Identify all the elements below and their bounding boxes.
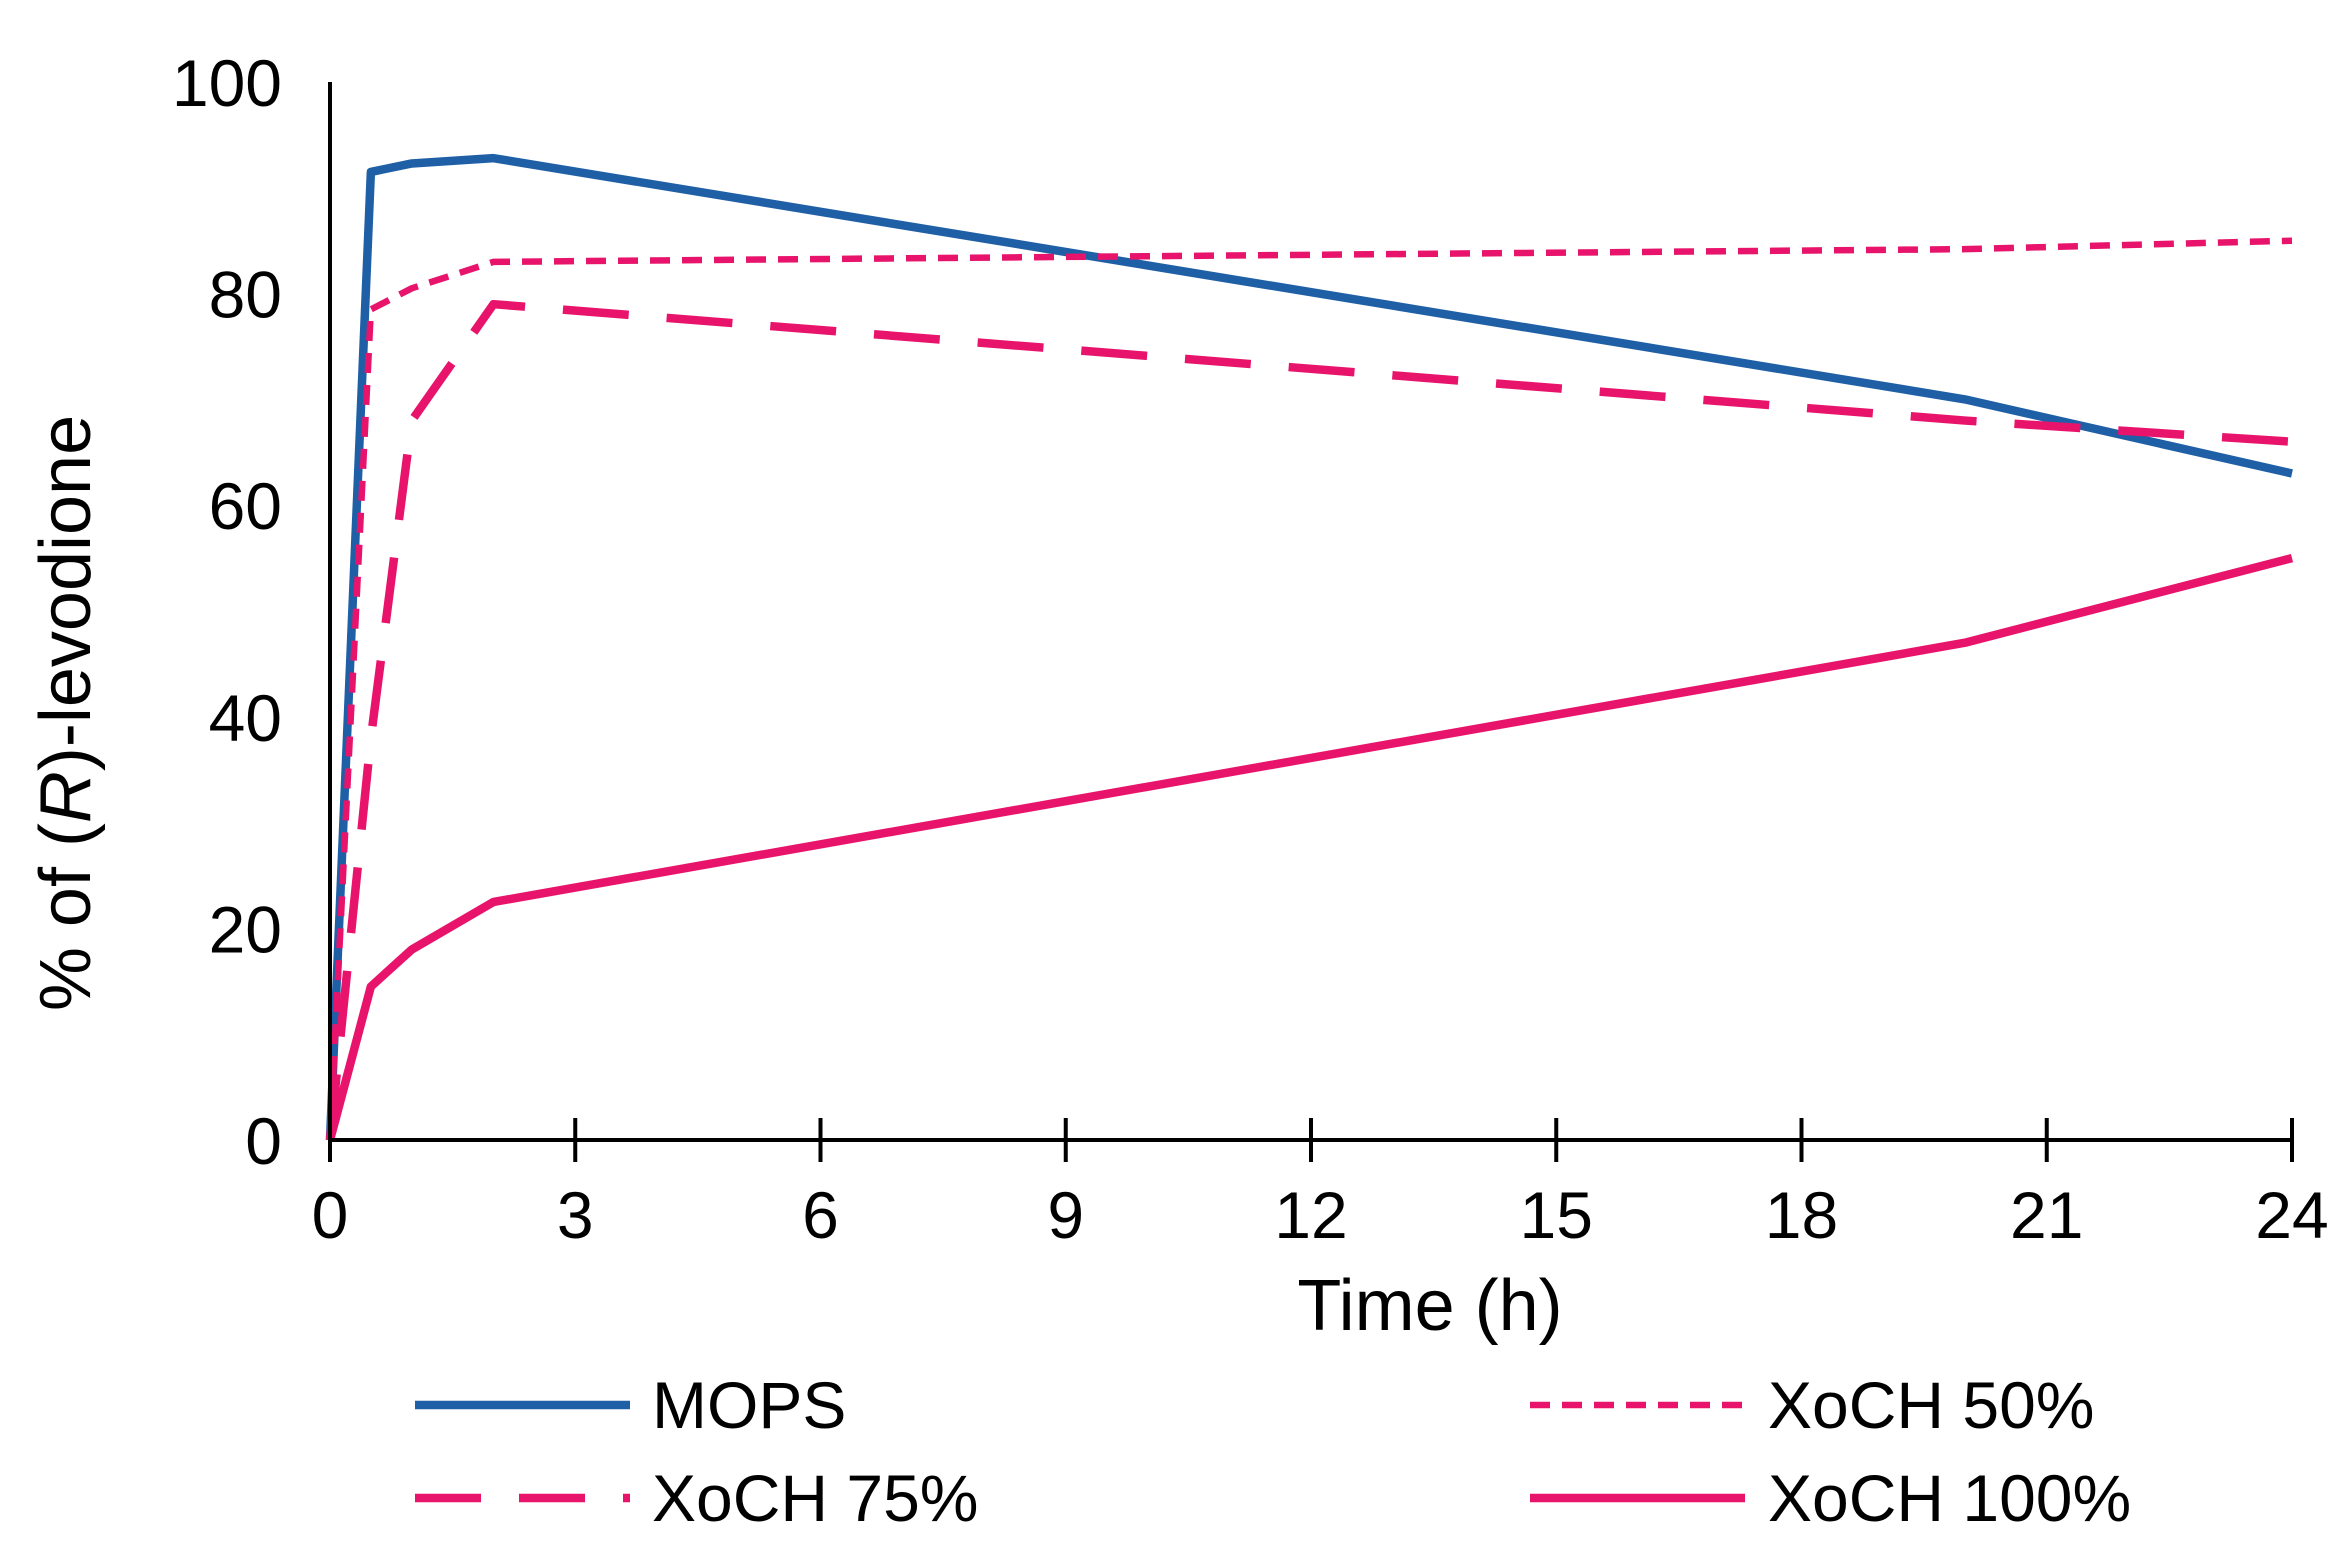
series-line-xoch-100 (325, 553, 2294, 1142)
x-tick-label-0: 0 (312, 1178, 349, 1252)
axes-layer (328, 82, 2294, 1142)
legend-label-xoch-75: XoCH 75% (652, 1461, 979, 1535)
series-layer (325, 153, 2294, 1142)
x-tick-label-6: 6 (802, 1178, 839, 1252)
legend-item-xoch-50: XoCH 50% (1530, 1368, 2095, 1442)
y-axis-title-suffix: )-levodione (26, 415, 106, 771)
x-tick-label-9: 9 (1047, 1178, 1084, 1252)
y-tick-label-60: 60 (209, 469, 282, 543)
legend-label-mops: MOPS (652, 1368, 846, 1442)
legend-item-mops: MOPS (415, 1368, 846, 1442)
y-axis-title-italic: R (26, 771, 106, 823)
legend: MOPS XoCH 50% XoCH 75% XoCH 100% (415, 1368, 2131, 1535)
y-tick-label-0: 0 (245, 1104, 282, 1178)
y-tick-label-80: 80 (209, 258, 282, 332)
legend-label-xoch-50: XoCH 50% (1768, 1368, 2095, 1442)
y-axis-title-prefix: % of ( (26, 823, 106, 1011)
x-tick-label-12: 12 (1274, 1178, 1347, 1252)
legend-label-xoch-100: XoCH 100% (1768, 1461, 2131, 1535)
x-tick-label-24: 24 (2255, 1178, 2328, 1252)
x-ticks: 0 3 6 9 12 15 18 21 24 (312, 1118, 2329, 1252)
x-axis-title: Time (h) (1297, 1266, 1562, 1346)
series-line-xoch-75 (325, 299, 2293, 1141)
x-tick-label-21: 21 (2010, 1178, 2083, 1252)
legend-item-xoch-75: XoCH 75% (415, 1461, 979, 1535)
legend-item-xoch-100: XoCH 100% (1530, 1461, 2131, 1535)
x-tick-label-18: 18 (1765, 1178, 1838, 1252)
y-axis-title: % of (R)-levodione (26, 415, 106, 1011)
y-tick-label-100: 100 (172, 46, 282, 120)
series-line-xoch-50 (326, 237, 2293, 1141)
y-tick-label-20: 20 (209, 892, 282, 966)
y-tick-label-40: 40 (209, 681, 282, 755)
x-tick-label-3: 3 (557, 1178, 594, 1252)
series-line-mops (325, 153, 2293, 1141)
x-tick-label-15: 15 (1520, 1178, 1593, 1252)
y-ticks: 0 20 40 60 80 100 (172, 46, 282, 1178)
